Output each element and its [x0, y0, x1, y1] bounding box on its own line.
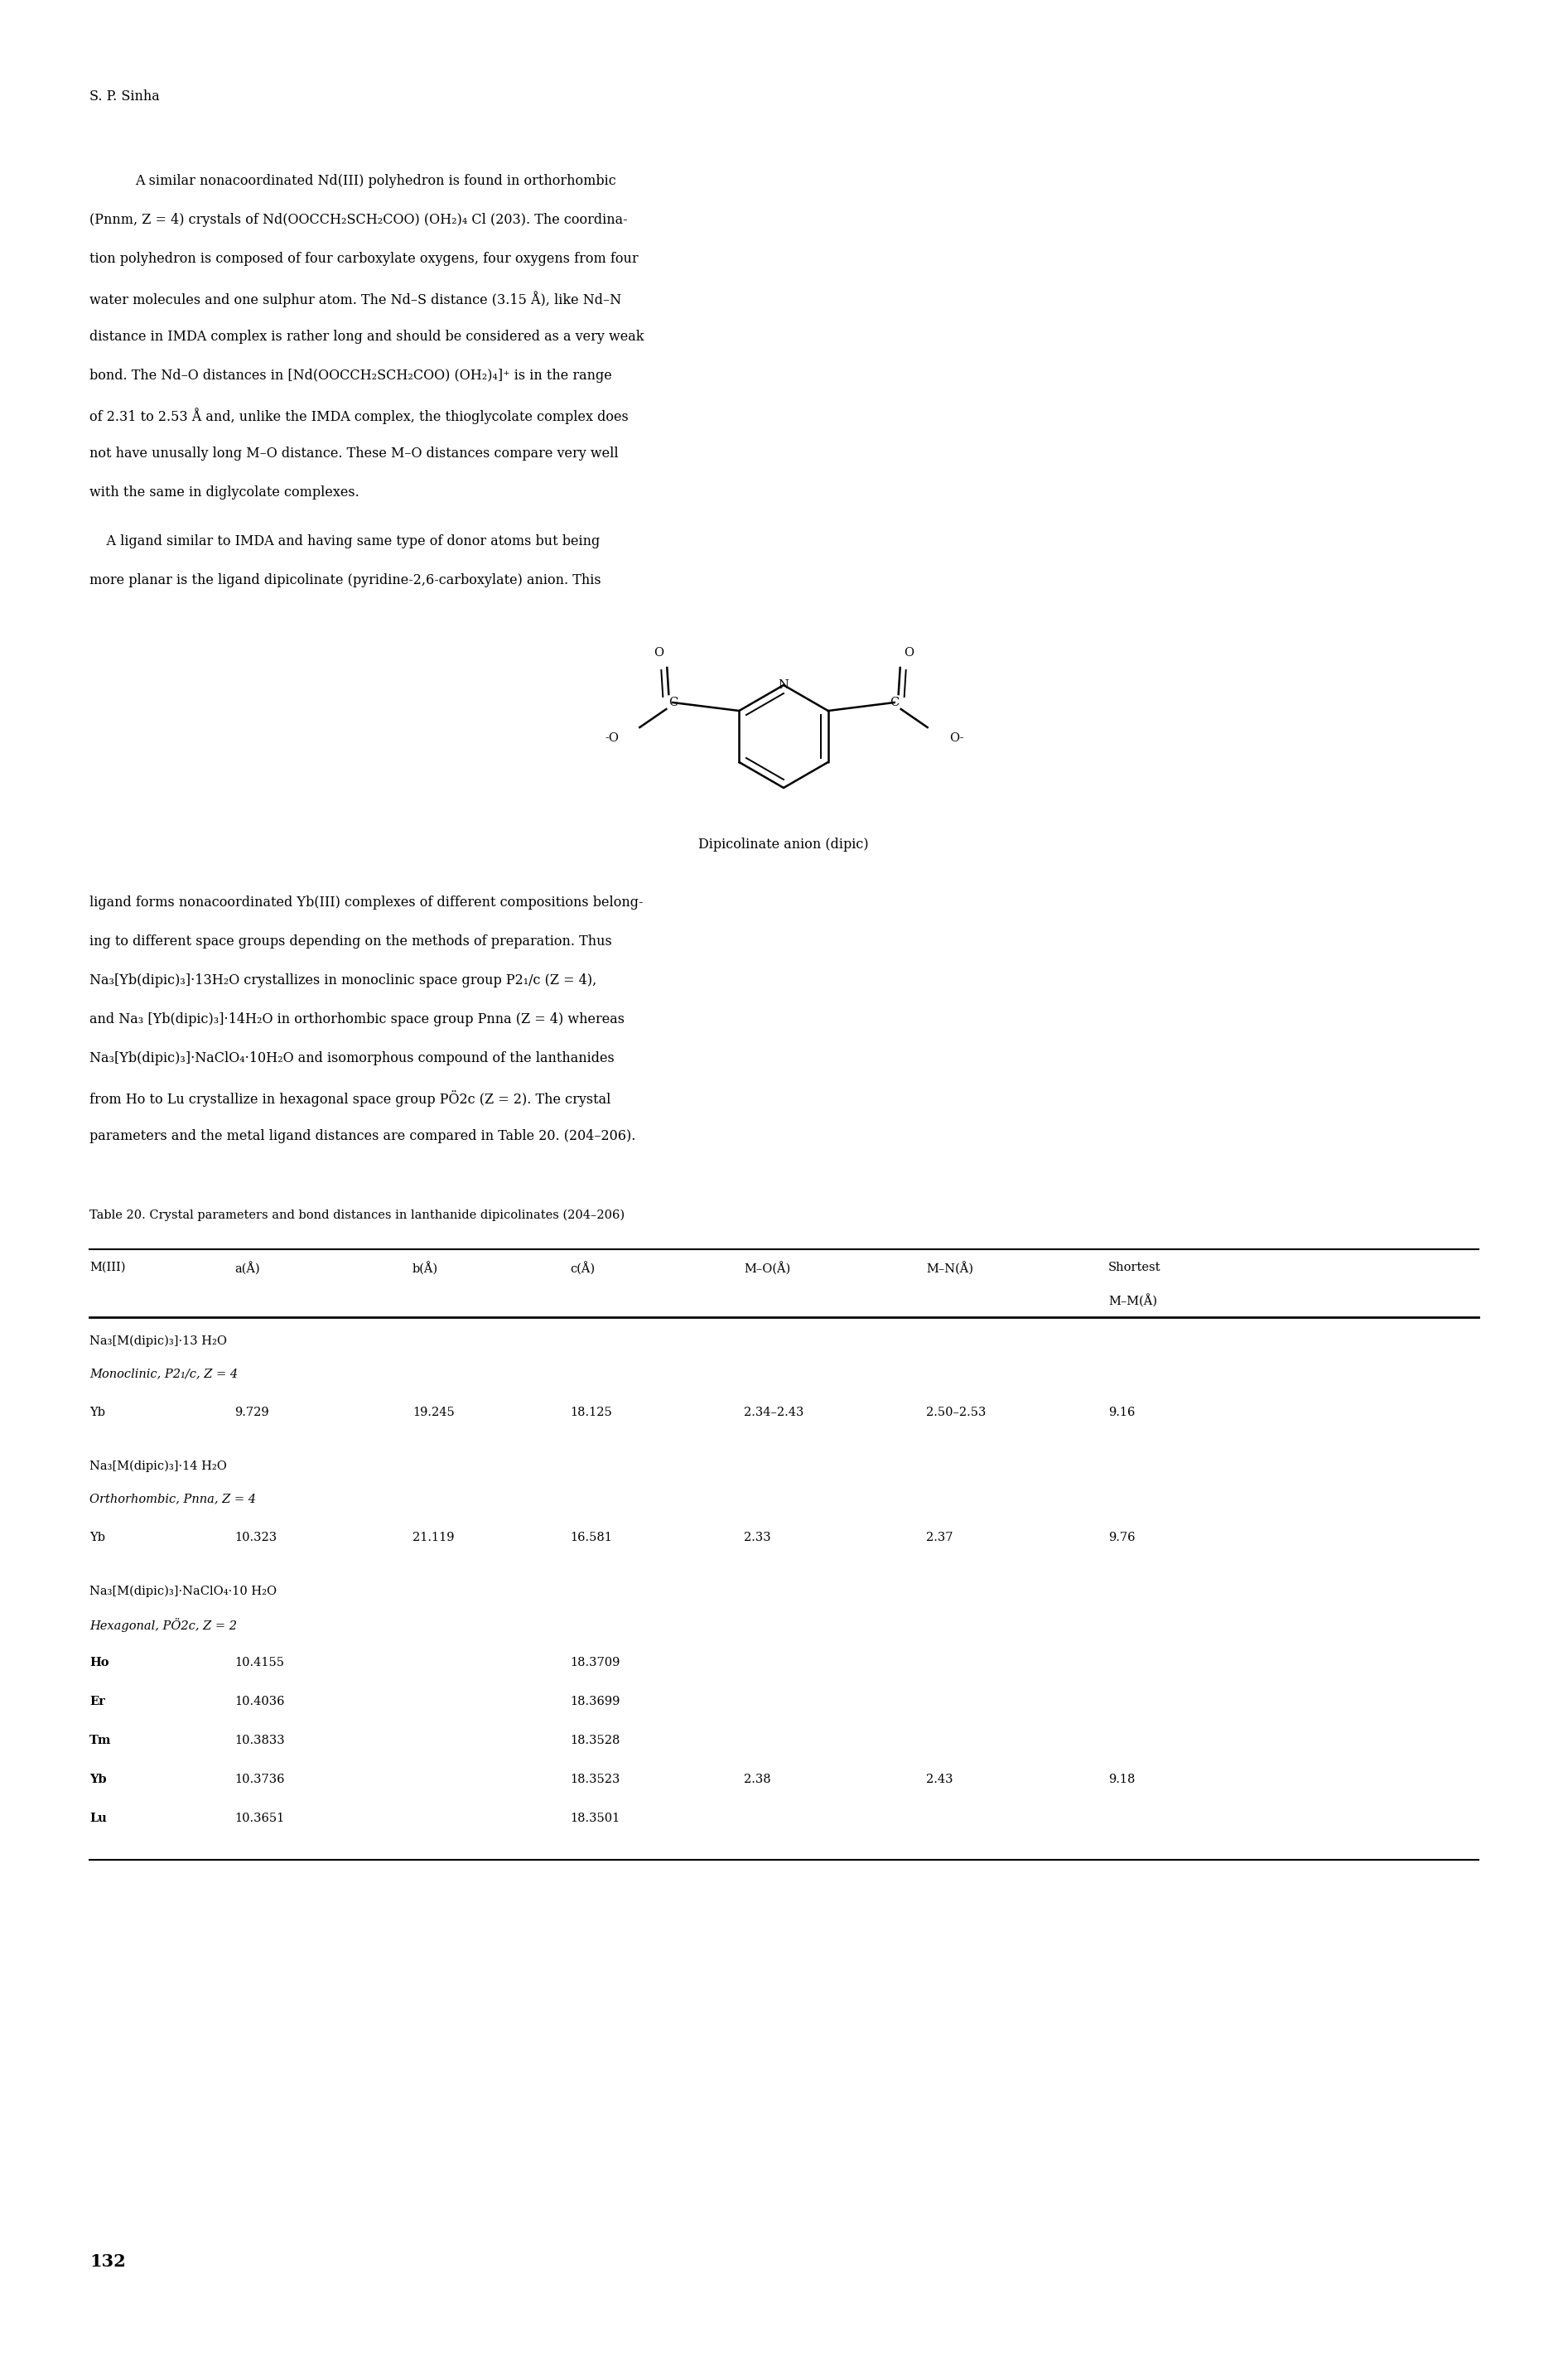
Text: 18.3528: 18.3528 — [569, 1735, 619, 1747]
Text: Na₃[M(dipic)₃]·14 H₂O: Na₃[M(dipic)₃]·14 H₂O — [89, 1461, 227, 1473]
Text: more planar is the ligand dipicolinate (pyridine-2,6-carboxylate) anion. This: more planar is the ligand dipicolinate (… — [89, 574, 601, 588]
Text: tion polyhedron is composed of four carboxylate oxygens, four oxygens from four: tion polyhedron is composed of four carb… — [89, 253, 638, 267]
Text: Monoclinic, P2₁/c, Z = 4: Monoclinic, P2₁/c, Z = 4 — [89, 1367, 238, 1379]
Text: A similar nonacoordinated Nd(III) polyhedron is found in orthorhombic: A similar nonacoordinated Nd(III) polyhe… — [135, 175, 616, 189]
Text: ing to different space groups depending on the methods of preparation. Thus: ing to different space groups depending … — [89, 935, 612, 949]
Text: 18.3709: 18.3709 — [569, 1657, 619, 1669]
Text: 2.33: 2.33 — [743, 1532, 771, 1544]
Text: ligand forms nonacoordinated Yb(III) complexes of different compositions belong-: ligand forms nonacoordinated Yb(III) com… — [89, 895, 643, 909]
Text: M(III): M(III) — [89, 1261, 125, 1273]
Text: 2.50–2.53: 2.50–2.53 — [927, 1407, 986, 1419]
Text: Yb: Yb — [89, 1407, 105, 1419]
Text: 2.43: 2.43 — [927, 1773, 953, 1785]
Text: 10.4155: 10.4155 — [234, 1657, 284, 1669]
Text: of 2.31 to 2.53 Å and, unlike the IMDA complex, the thioglycolate complex does: of 2.31 to 2.53 Å and, unlike the IMDA c… — [89, 408, 629, 425]
Text: distance in IMDA complex is rather long and should be considered as a very weak: distance in IMDA complex is rather long … — [89, 331, 644, 345]
Text: 2.34–2.43: 2.34–2.43 — [743, 1407, 804, 1419]
Text: Lu: Lu — [89, 1813, 107, 1825]
Text: 18.3699: 18.3699 — [569, 1695, 619, 1707]
Text: Yb: Yb — [89, 1532, 105, 1544]
Text: not have unusally long M–O distance. These M–O distances compare very well: not have unusally long M–O distance. The… — [89, 446, 618, 460]
Text: M–M(Å): M–M(Å) — [1109, 1294, 1157, 1308]
Text: b(Å): b(Å) — [412, 1261, 439, 1275]
Text: Na₃[M(dipic)₃]·13 H₂O: Na₃[M(dipic)₃]·13 H₂O — [89, 1336, 227, 1348]
Text: S. P. Sinha: S. P. Sinha — [89, 90, 160, 104]
Text: water molecules and one sulphur atom. The Nd–S distance (3.15 Å), like Nd–N: water molecules and one sulphur atom. Th… — [89, 290, 621, 307]
Text: and Na₃ [Yb(dipic)₃]·14H₂O in orthorhombic space group Pnna (Z = 4) whereas: and Na₃ [Yb(dipic)₃]·14H₂O in orthorhomb… — [89, 1013, 624, 1027]
Text: c(Å): c(Å) — [569, 1261, 594, 1275]
Text: Tm: Tm — [89, 1735, 111, 1747]
Text: 10.323: 10.323 — [234, 1532, 278, 1544]
Text: a(Å): a(Å) — [234, 1261, 260, 1275]
Text: Na₃[M(dipic)₃]·NaClO₄·10 H₂O: Na₃[M(dipic)₃]·NaClO₄·10 H₂O — [89, 1587, 278, 1598]
Text: bond. The Nd–O distances in [Nd(OOCCH₂SCH₂COO) (OH₂)₄]⁺ is in the range: bond. The Nd–O distances in [Nd(OOCCH₂SC… — [89, 368, 612, 382]
Text: N: N — [778, 680, 789, 692]
Text: 10.3736: 10.3736 — [234, 1773, 284, 1785]
Text: 9.729: 9.729 — [234, 1407, 268, 1419]
Text: 10.4036: 10.4036 — [234, 1695, 284, 1707]
Text: 9.76: 9.76 — [1109, 1532, 1135, 1544]
Text: 10.3651: 10.3651 — [234, 1813, 284, 1825]
Text: Orthorhombic, Pnna, Z = 4: Orthorhombic, Pnna, Z = 4 — [89, 1492, 256, 1504]
Text: M–N(Å): M–N(Å) — [927, 1261, 974, 1275]
Text: (Pnnm, Z = 4) crystals of Nd(OOCCH₂SCH₂COO) (OH₂)₄ Cl (203). The coordina-: (Pnnm, Z = 4) crystals of Nd(OOCCH₂SCH₂C… — [89, 212, 627, 227]
Text: Ho: Ho — [89, 1657, 108, 1669]
Text: Na₃[Yb(dipic)₃]·NaClO₄·10H₂O and isomorphous compound of the lanthanides: Na₃[Yb(dipic)₃]·NaClO₄·10H₂O and isomorp… — [89, 1051, 615, 1065]
Text: 19.245: 19.245 — [412, 1407, 455, 1419]
Text: -O: -O — [605, 732, 619, 744]
Text: O: O — [654, 647, 663, 659]
Text: with the same in diglycolate complexes.: with the same in diglycolate complexes. — [89, 486, 359, 501]
Text: 2.38: 2.38 — [743, 1773, 771, 1785]
Text: 18.125: 18.125 — [569, 1407, 612, 1419]
Text: C: C — [889, 696, 898, 708]
Text: 10.3833: 10.3833 — [234, 1735, 285, 1747]
Text: 9.18: 9.18 — [1109, 1773, 1135, 1785]
Text: Hexagonal, PÖ2c, Z = 2: Hexagonal, PÖ2c, Z = 2 — [89, 1617, 237, 1631]
Text: 16.581: 16.581 — [569, 1532, 612, 1544]
Text: Dipicolinate anion (dipic): Dipicolinate anion (dipic) — [698, 838, 869, 852]
Text: Table 20. Crystal parameters and bond distances in lanthanide dipicolinates (204: Table 20. Crystal parameters and bond di… — [89, 1209, 624, 1221]
Text: O-: O- — [949, 732, 964, 744]
Text: O: O — [903, 647, 914, 659]
Text: 21.119: 21.119 — [412, 1532, 455, 1544]
Text: 18.3501: 18.3501 — [569, 1813, 619, 1825]
Text: Na₃[Yb(dipic)₃]·13H₂O crystallizes in monoclinic space group P2₁/c (Z = 4),: Na₃[Yb(dipic)₃]·13H₂O crystallizes in mo… — [89, 973, 596, 987]
Text: 9.16: 9.16 — [1109, 1407, 1135, 1419]
Text: A ligand similar to IMDA and having same type of donor atoms but being: A ligand similar to IMDA and having same… — [89, 534, 601, 548]
Text: 2.37: 2.37 — [927, 1532, 953, 1544]
Text: C: C — [668, 696, 677, 708]
Text: Shortest: Shortest — [1109, 1261, 1160, 1273]
Text: from Ho to Lu crystallize in hexagonal space group PÖ2c (Z = 2). The crystal: from Ho to Lu crystallize in hexagonal s… — [89, 1091, 612, 1107]
Text: 132: 132 — [89, 2252, 125, 2269]
Text: parameters and the metal ligand distances are compared in Table 20. (204–206).: parameters and the metal ligand distance… — [89, 1129, 635, 1143]
Text: Er: Er — [89, 1695, 105, 1707]
Text: M–O(Å): M–O(Å) — [743, 1261, 790, 1275]
Text: 18.3523: 18.3523 — [569, 1773, 619, 1785]
Text: Yb: Yb — [89, 1773, 107, 1785]
